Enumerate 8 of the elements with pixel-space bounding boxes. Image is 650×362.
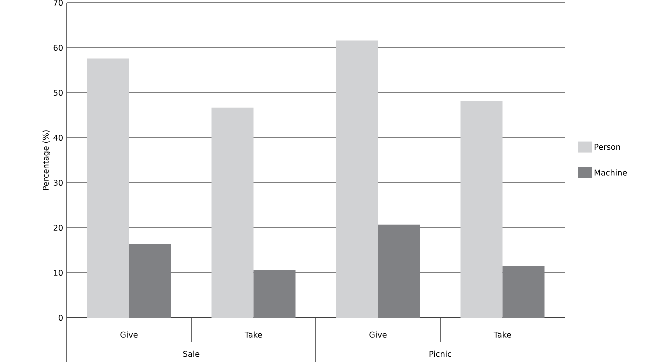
bar [129, 244, 172, 318]
bar [336, 40, 378, 318]
bar [254, 270, 296, 318]
bar [87, 58, 130, 318]
bar [212, 108, 254, 318]
bar [502, 266, 545, 318]
bar [378, 224, 420, 318]
bar [460, 102, 503, 318]
